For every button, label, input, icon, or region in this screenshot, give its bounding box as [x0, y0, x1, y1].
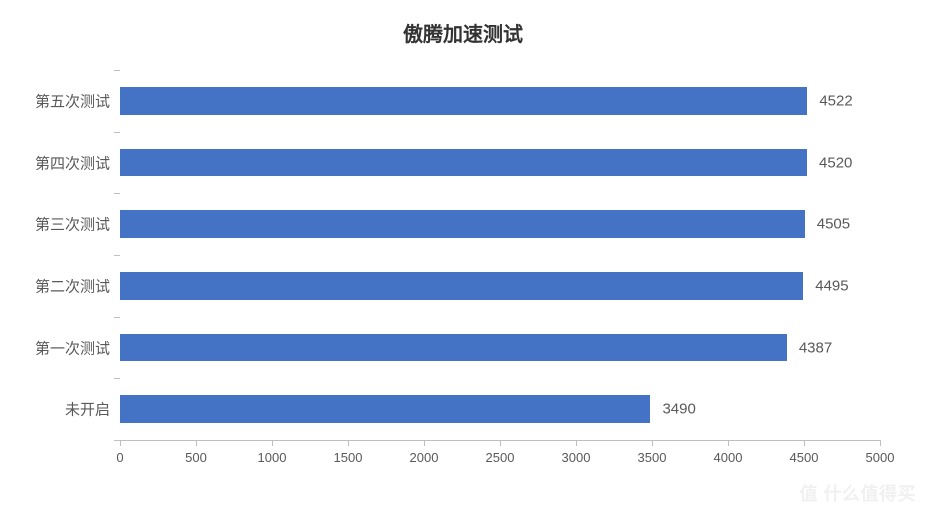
x-tick-mark	[196, 440, 197, 446]
x-tick-label: 2000	[410, 450, 439, 465]
chart-container: 傲腾加速测试 050010001500200025003000350040004…	[0, 0, 926, 512]
bar	[120, 87, 807, 115]
bar	[120, 395, 650, 423]
x-tick-mark	[728, 440, 729, 446]
x-tick-mark	[804, 440, 805, 446]
x-tick-mark	[880, 440, 881, 446]
watermark-text: 值 什么值得买	[799, 480, 916, 506]
x-tick-label: 1500	[334, 450, 363, 465]
x-tick-mark	[120, 440, 121, 446]
x-tick-mark	[652, 440, 653, 446]
x-tick-mark	[272, 440, 273, 446]
bar	[120, 210, 805, 238]
x-tick-label: 2500	[486, 450, 515, 465]
bar	[120, 272, 803, 300]
y-category-label: 第一次测试	[10, 337, 110, 358]
x-tick-label: 3000	[562, 450, 591, 465]
x-tick-label: 500	[185, 450, 207, 465]
y-category-label: 未开启	[10, 399, 110, 420]
x-tick-label: 4000	[714, 450, 743, 465]
y-category-label: 第四次测试	[10, 152, 110, 173]
x-tick-label: 0	[116, 450, 123, 465]
bar-value-label: 4387	[799, 339, 832, 356]
bar	[120, 334, 787, 362]
x-tick-label: 5000	[866, 450, 895, 465]
y-category-label: 第五次测试	[10, 90, 110, 111]
bar	[120, 149, 807, 177]
x-tick-label: 3500	[638, 450, 667, 465]
bar-value-label: 4505	[817, 216, 850, 233]
bar-value-label: 4520	[819, 154, 852, 171]
x-tick-mark	[424, 440, 425, 446]
y-category-label: 第三次测试	[10, 214, 110, 235]
x-tick-mark	[500, 440, 501, 446]
bar-value-label: 3490	[662, 401, 695, 418]
x-tick-mark	[348, 440, 349, 446]
x-tick-mark	[576, 440, 577, 446]
bar-value-label: 4495	[815, 277, 848, 294]
plot-area: 0500100015002000250030003500400045005000…	[120, 70, 880, 440]
x-tick-label: 4500	[790, 450, 819, 465]
y-tick-mark	[114, 440, 120, 441]
chart-title: 傲腾加速测试	[0, 18, 926, 47]
x-tick-label: 1000	[258, 450, 287, 465]
bar-value-label: 4522	[819, 92, 852, 109]
y-category-label: 第二次测试	[10, 275, 110, 296]
